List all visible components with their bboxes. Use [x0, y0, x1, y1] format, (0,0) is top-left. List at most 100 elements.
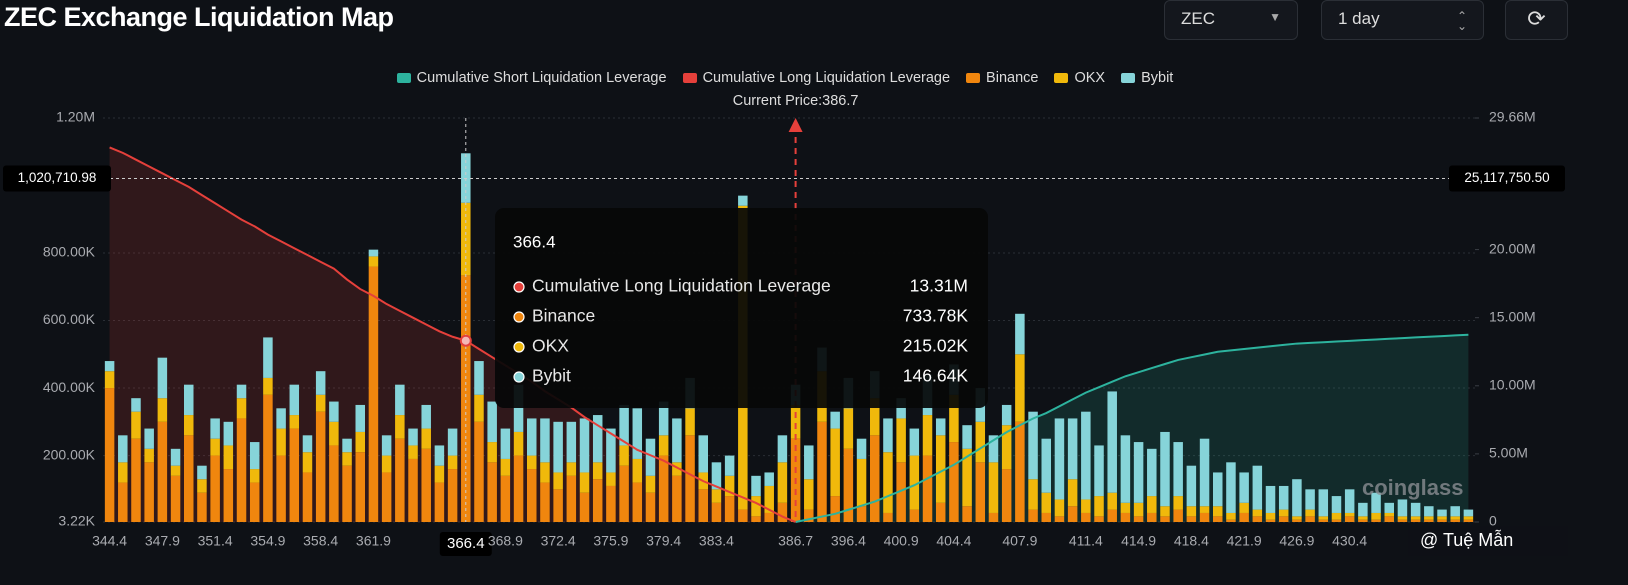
- bar-segment: [962, 448, 972, 507]
- bar-segment: [315, 394, 326, 412]
- bar-segment: [461, 275, 471, 522]
- bar-segment: [566, 475, 577, 522]
- bar-segment: [645, 492, 656, 522]
- bar-segment: [1160, 431, 1170, 507]
- x-tick-label: 347.9: [145, 533, 180, 549]
- page-title: ZEC Exchange Liquidation Map: [4, 2, 394, 32]
- bar-segment: [1450, 516, 1460, 520]
- bar-segment: [249, 442, 260, 470]
- bar-segment: [1371, 519, 1381, 522]
- x-tick-label: 372.4: [541, 533, 576, 549]
- legend-label: Binance: [986, 70, 1039, 86]
- bar-segment: [408, 445, 418, 459]
- bar-segment: [223, 469, 234, 522]
- bar-segment: [1384, 512, 1394, 517]
- bar-segment: [1041, 492, 1051, 513]
- bar-segment: [975, 462, 986, 522]
- bar-segment: [751, 516, 761, 522]
- x-tick-label: 421.9: [1227, 533, 1262, 549]
- bar-segment: [1001, 425, 1012, 470]
- bar-segment: [329, 421, 339, 446]
- bar-segment: [988, 462, 999, 513]
- tooltip-dot: [513, 311, 525, 323]
- bar-segment: [487, 462, 497, 522]
- bar-segment: [184, 435, 194, 522]
- bar-segment: [1147, 496, 1157, 513]
- bar-segment: [658, 401, 669, 436]
- bar-segment: [896, 462, 906, 522]
- bar-segment: [764, 485, 774, 513]
- bar-segment: [724, 475, 735, 497]
- bar-segment: [342, 452, 352, 466]
- bar-segment: [447, 469, 458, 522]
- bar-segment: [949, 442, 959, 522]
- bar-segment: [1226, 462, 1236, 513]
- bar-segment: [395, 438, 405, 522]
- bar-segment: [777, 502, 788, 522]
- bar-segment: [909, 509, 920, 522]
- bar-segment: [817, 421, 827, 522]
- credit-box: [1408, 526, 1568, 556]
- bar-segment: [698, 435, 708, 473]
- bar-segment: [711, 502, 722, 522]
- bar-segment: [1239, 502, 1249, 513]
- current-price-label: Current Price:386.7: [733, 93, 859, 109]
- bar-segment: [606, 428, 616, 473]
- bar-segment: [355, 404, 365, 432]
- bar-segment: [883, 418, 893, 453]
- bar-segment: [830, 428, 840, 497]
- symbol-select[interactable]: ZEC ▼: [1164, 0, 1298, 40]
- bar-segment: [1133, 442, 1144, 503]
- bar-segment: [381, 472, 392, 522]
- bar-segment: [487, 442, 497, 463]
- interval-select[interactable]: 1 day ⌃ ⌄: [1321, 0, 1484, 40]
- tooltip-value: 146.64K: [903, 366, 969, 386]
- bar-segment: [870, 435, 880, 522]
- bar-segment: [592, 415, 603, 463]
- bar-segment: [197, 479, 207, 493]
- watermark: coinglass: [1362, 475, 1463, 500]
- bar-segment: [540, 418, 550, 463]
- bar-segment: [962, 506, 972, 522]
- bar-segment: [315, 411, 326, 522]
- y-tick-label: 1.20M: [56, 109, 95, 125]
- bar-segment: [421, 404, 431, 429]
- bar-segment: [1133, 516, 1144, 522]
- bar-segment: [487, 401, 497, 443]
- bar-segment: [368, 249, 379, 257]
- bar-segment: [1081, 512, 1091, 522]
- bar-segment: [1054, 418, 1065, 500]
- bar-segment: [830, 411, 840, 429]
- tooltip-value: 13.31M: [910, 276, 968, 296]
- tooltip-name: Binance: [532, 306, 595, 326]
- bar-segment: [856, 506, 867, 522]
- bar-segment: [170, 475, 181, 522]
- bar-segment: [1081, 411, 1091, 500]
- bar-segment: [118, 435, 128, 463]
- bar-segment: [645, 475, 656, 493]
- bar-segment: [1107, 509, 1117, 522]
- bar-segment: [500, 458, 511, 476]
- bar-segment: [1015, 421, 1025, 522]
- bar-segment: [249, 469, 260, 483]
- tooltip-dot: [513, 341, 525, 353]
- bar-segment: [144, 448, 154, 463]
- bar-segment: [263, 337, 273, 378]
- bar-segment: [1384, 516, 1394, 522]
- bar-segment: [1160, 516, 1170, 522]
- refresh-button[interactable]: ⟳: [1505, 0, 1568, 40]
- bar-segment: [1001, 404, 1012, 426]
- spin-caret: ⌃ ⌄: [1456, 9, 1467, 33]
- legend-swatch: [396, 73, 411, 83]
- x-tick-label: 418.4: [1174, 533, 1209, 549]
- bar-segment: [131, 398, 141, 412]
- bar-segment: [909, 455, 920, 510]
- bar-segment: [1213, 516, 1223, 522]
- bar-segment: [408, 458, 418, 522]
- bar-segment: [804, 445, 814, 480]
- bar-segment: [1265, 519, 1276, 522]
- bar-segment: [1041, 438, 1051, 493]
- bar-segment: [1292, 519, 1302, 522]
- current-price-arrow: [788, 118, 803, 132]
